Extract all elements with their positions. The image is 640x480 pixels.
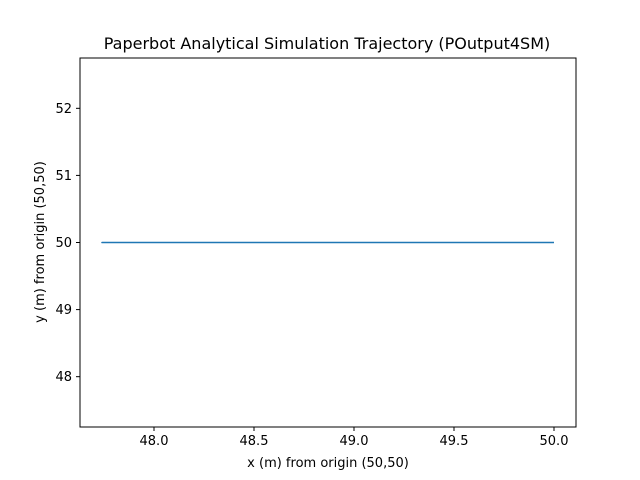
chart-title: Paperbot Analytical Simulation Trajector…: [104, 34, 551, 53]
x-axis-ticks: 48.0 48.5 49.0 49.5 50.0: [140, 427, 569, 449]
x-axis-label: x (m) from origin (50,50): [247, 456, 409, 471]
x-tick-label: 48.5: [240, 434, 269, 449]
y-tick-label: 52: [55, 102, 72, 117]
x-tick-label: 49.5: [440, 434, 469, 449]
y-tick-label: 51: [55, 169, 72, 184]
y-axis-ticks: 48 49 50 51 52: [55, 102, 80, 385]
y-tick-label: 49: [55, 303, 72, 318]
y-axis-label: y (m) from origin (50,50): [33, 161, 48, 323]
x-tick-label: 50.0: [540, 434, 569, 449]
x-tick-label: 48.0: [140, 434, 169, 449]
y-tick-label: 48: [55, 370, 72, 385]
x-tick-label: 49.0: [340, 434, 369, 449]
y-tick-label: 50: [55, 236, 72, 251]
